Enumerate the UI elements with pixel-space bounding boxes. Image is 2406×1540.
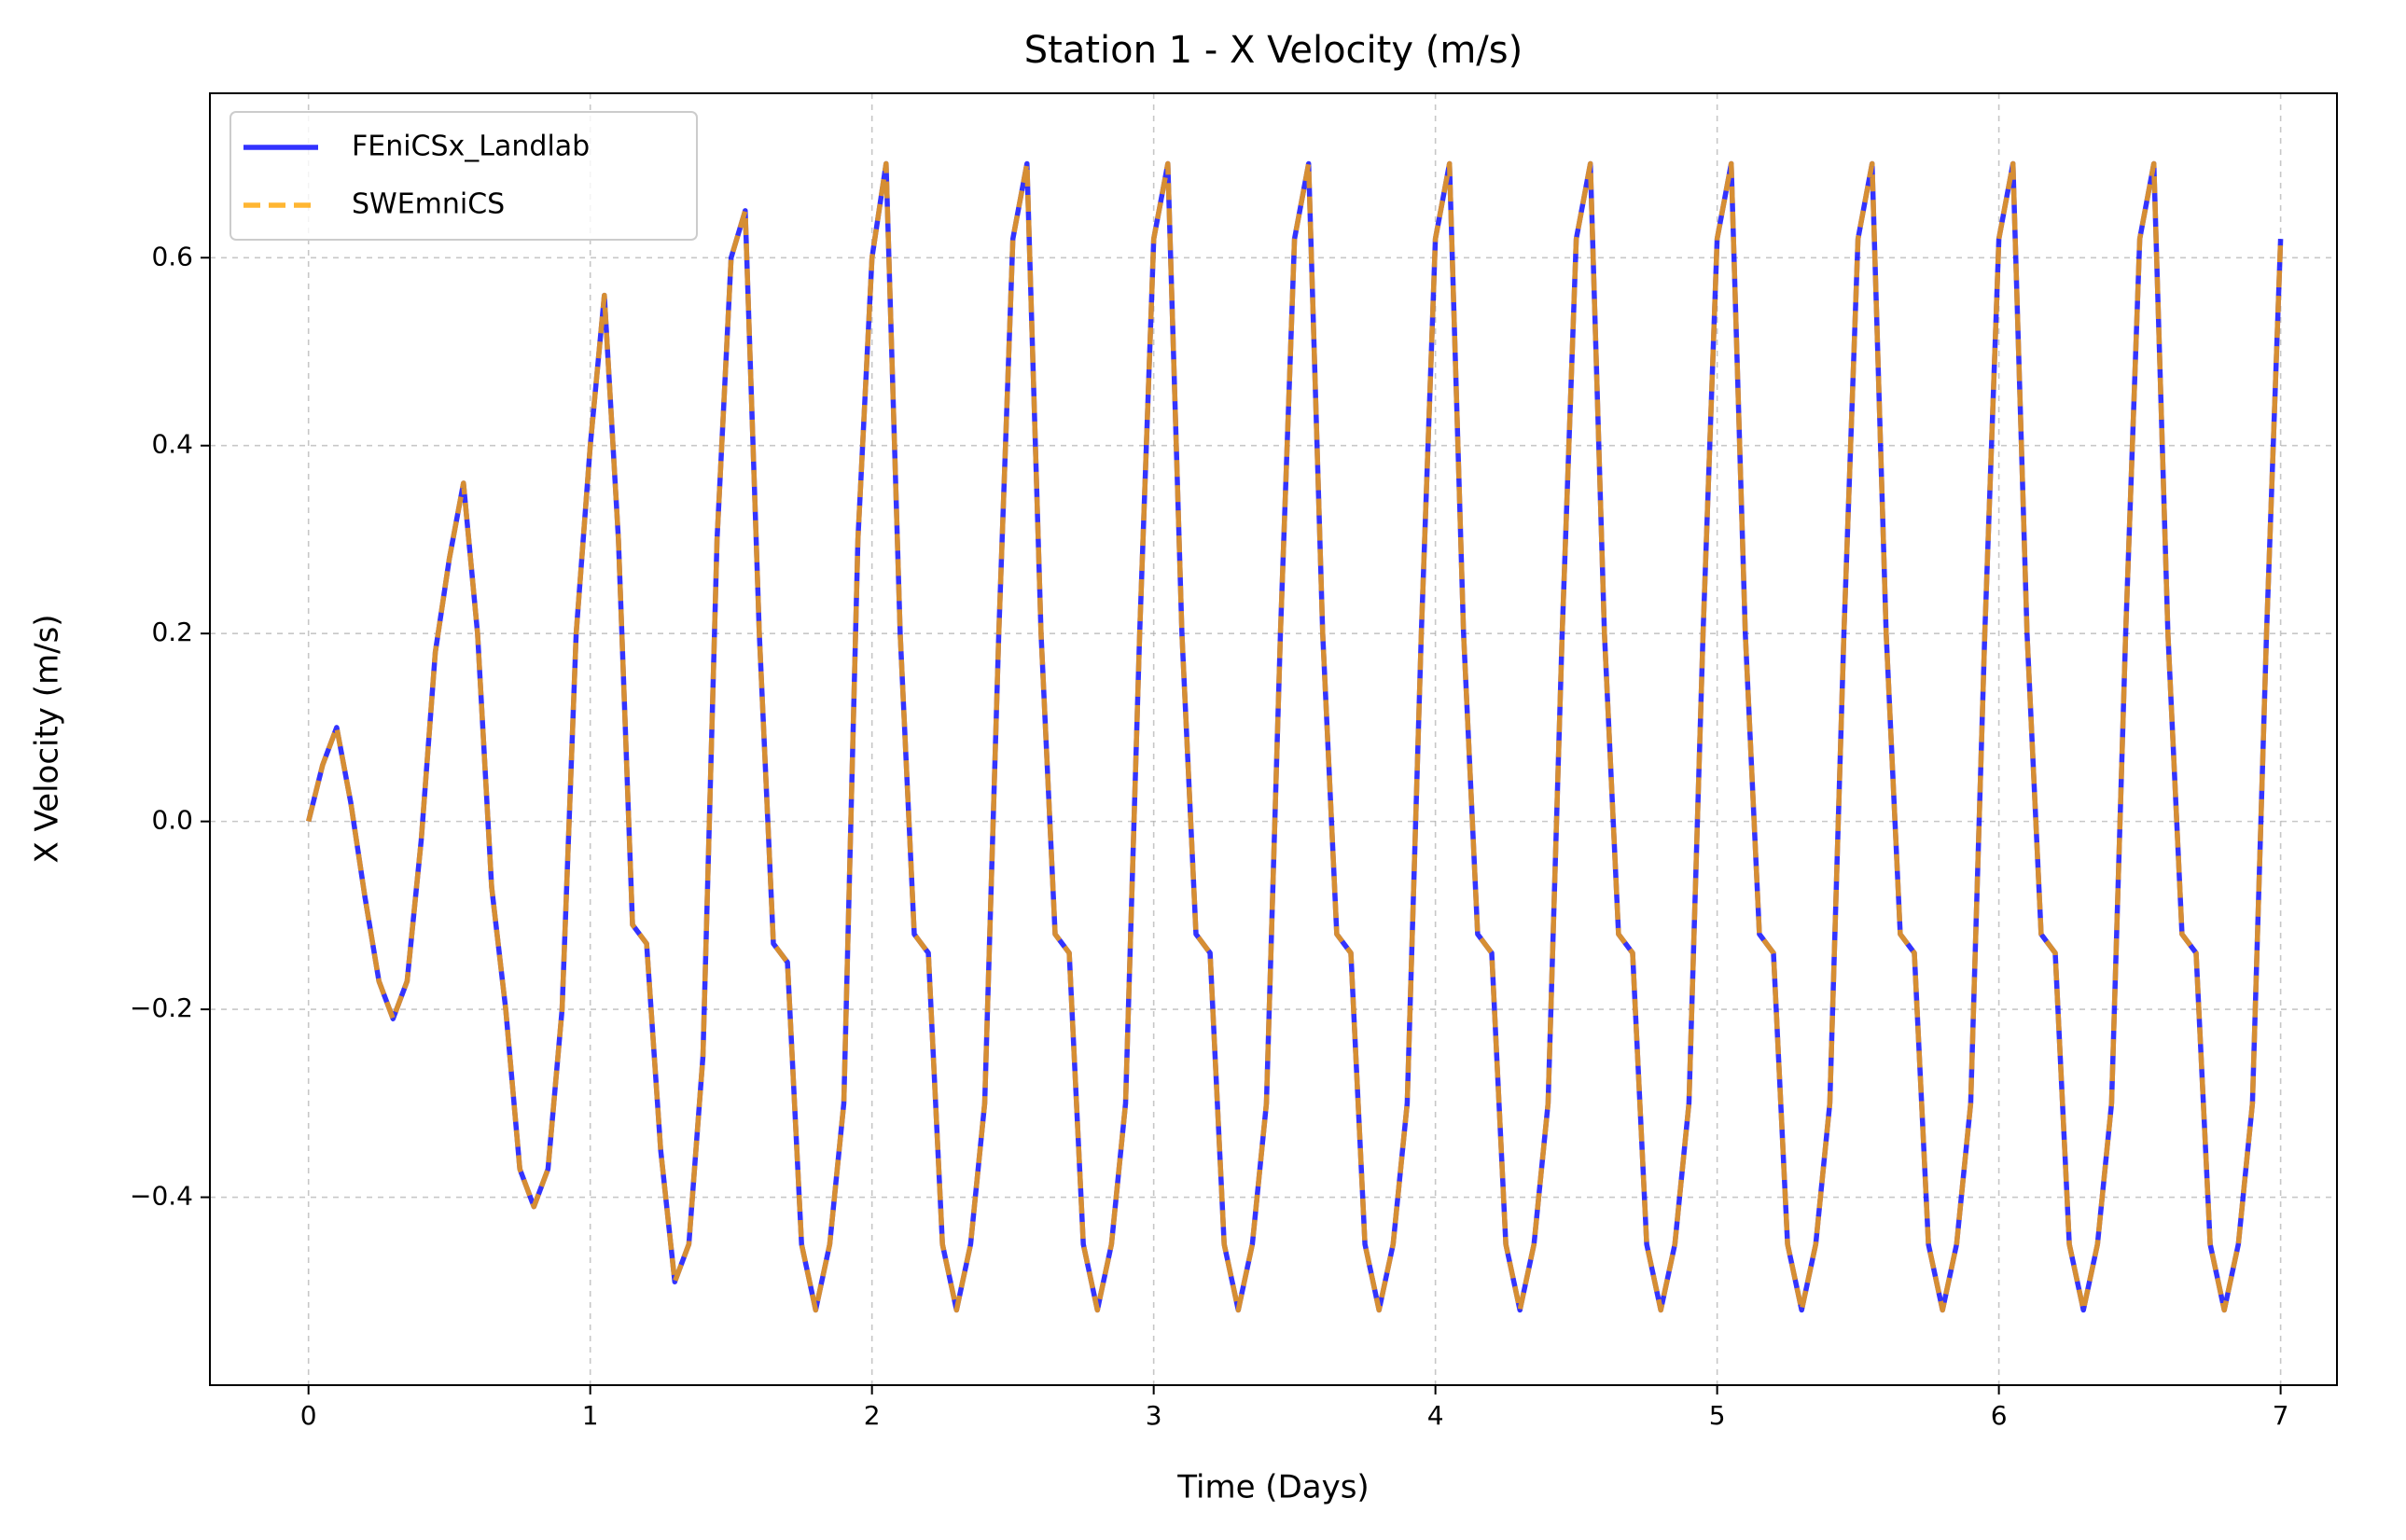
x-axis-label: Time (Days)	[1176, 1469, 1369, 1506]
chart-title: Station 1 - X Velocity (m/s)	[1024, 29, 1523, 72]
x-tick-label: 2	[864, 1400, 881, 1431]
y-tick-label: 0.2	[151, 617, 193, 647]
x-tick-label: 4	[1427, 1400, 1444, 1431]
y-tick-label: 0.4	[151, 429, 193, 460]
x-tick-label: 5	[1709, 1400, 1726, 1431]
x-tick-label: 7	[2273, 1400, 2289, 1431]
y-axis-label: X Velocity (m/s)	[29, 614, 66, 863]
x-tick-label: 1	[582, 1400, 599, 1431]
x-tick-label: 0	[300, 1400, 317, 1431]
x-tick-label: 3	[1146, 1400, 1162, 1431]
y-tick-label: −0.4	[130, 1181, 193, 1212]
legend-label: FEniCSx_Landlab	[352, 131, 590, 163]
axes-frame	[209, 92, 2338, 1386]
legend: FEniCSx_Landlab SWEmniCS	[229, 111, 698, 241]
y-tick-label: −0.2	[130, 992, 193, 1023]
y-tick-label: 0.0	[151, 805, 193, 836]
y-tick-label: 0.6	[151, 241, 193, 271]
legend-box	[229, 111, 698, 241]
x-tick-label: 6	[1991, 1400, 2008, 1431]
plot-lines	[306, 160, 2284, 1313]
ticks: 0 1 2 3 4 5 6 7 −0.4 −0.2 0.0 0.2 0.4 0.6	[130, 241, 2289, 1431]
series-line	[306, 160, 2284, 1313]
legend-label: SWEmniCS	[352, 188, 505, 221]
